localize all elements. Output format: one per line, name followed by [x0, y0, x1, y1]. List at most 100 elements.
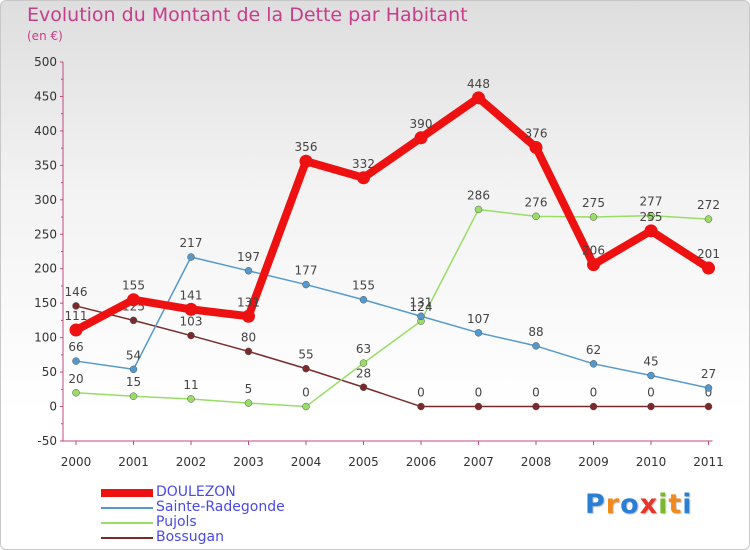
data-label: 0	[590, 386, 598, 400]
data-point	[532, 342, 540, 350]
data-point	[704, 384, 713, 392]
data-point	[299, 154, 313, 168]
x-tick-label: 2001	[118, 455, 149, 469]
legend-item: DOULEZON	[101, 485, 285, 500]
legend-label: DOULEZON	[156, 484, 236, 500]
legend-swatch	[101, 506, 153, 509]
data-label: 0	[705, 386, 713, 400]
data-label: 124	[410, 300, 433, 314]
data-label: 255	[640, 210, 663, 224]
data-point	[474, 329, 483, 337]
chart-unit-label: (en €)	[27, 29, 63, 43]
data-label: 131	[237, 295, 260, 309]
data-point	[474, 402, 483, 411]
data-point	[647, 371, 655, 380]
data-point	[702, 261, 715, 275]
data-label: 141	[180, 288, 203, 302]
data-label: 63	[356, 342, 371, 356]
data-point	[187, 395, 195, 403]
brand-logo: Proxiti	[585, 489, 693, 520]
data-label: 0	[647, 386, 655, 400]
data-label: 155	[352, 279, 375, 293]
data-label: 217	[180, 236, 203, 250]
data-point	[417, 312, 425, 321]
y-tick-label: 250	[34, 227, 57, 241]
brand-letter: i	[682, 489, 693, 520]
legend-swatch	[101, 536, 153, 539]
y-tick-label: 500	[34, 55, 57, 69]
data-label: 276	[525, 195, 548, 209]
y-tick-label: 400	[34, 124, 57, 138]
data-label: 55	[298, 348, 313, 362]
data-label: 28	[356, 366, 371, 380]
data-label: 146	[65, 285, 88, 299]
data-point	[244, 399, 253, 407]
data-point	[414, 131, 428, 145]
brand-letter: x	[639, 489, 659, 520]
x-tick-label: 2003	[233, 455, 264, 469]
data-label: 206	[582, 244, 605, 258]
data-label: 5	[245, 382, 253, 396]
y-tick-label: 200	[34, 262, 57, 276]
data-label: 131	[410, 295, 433, 309]
brand-letter: r	[605, 489, 621, 520]
data-label: 15	[126, 375, 141, 389]
x-tick-label: 2008	[521, 455, 552, 469]
data-label: 27	[701, 367, 716, 381]
series-line-pujols	[75, 208, 710, 408]
data-point	[302, 280, 310, 289]
legend-item: Bossugan	[101, 530, 285, 545]
data-label: 177	[295, 264, 318, 278]
data-label: 0	[532, 386, 540, 400]
x-tick-label: 2010	[636, 455, 667, 469]
y-tick-label: 100	[34, 331, 57, 345]
legend-item: Sainte-Radegonde	[101, 500, 285, 515]
legend-item: Pujols	[101, 515, 285, 530]
data-point	[187, 331, 195, 340]
data-label: 80	[241, 330, 256, 344]
data-label: 0	[417, 386, 425, 400]
data-label: 62	[586, 343, 601, 357]
series-line-bossugan	[75, 305, 710, 408]
brand-letter: P	[585, 489, 606, 520]
y-tick-label: 150	[34, 296, 57, 310]
legend-label: Bossugan	[156, 529, 224, 545]
data-point	[532, 212, 540, 221]
x-tick-label: 2009	[578, 455, 609, 469]
x-tick-label: 2006	[406, 455, 437, 469]
data-label: 376	[525, 126, 548, 140]
data-point	[129, 392, 138, 400]
data-point	[187, 253, 195, 261]
x-tick-label: 2005	[348, 455, 379, 469]
data-label: 275	[582, 196, 605, 210]
data-point	[529, 140, 543, 154]
data-label: 356	[295, 140, 318, 154]
data-label: 448	[467, 77, 490, 91]
data-point	[647, 402, 655, 411]
data-point	[359, 383, 368, 392]
data-point	[244, 347, 253, 356]
data-label: 390	[410, 117, 433, 131]
data-label: 107	[467, 312, 490, 326]
data-point	[357, 171, 370, 185]
series-line-sainte-radegonde	[75, 256, 710, 389]
data-label: 11	[183, 378, 198, 392]
chart-title: Evolution du Montant de la Dette par Hab…	[27, 4, 468, 26]
brand-letter: o	[620, 489, 640, 520]
legend-label: Sainte-Radegonde	[156, 499, 285, 515]
data-point	[589, 213, 598, 221]
data-label: 111	[65, 309, 88, 323]
data-label: 277	[640, 195, 663, 209]
legend-swatch	[101, 521, 153, 524]
data-label: 0	[475, 386, 483, 400]
x-tick-label: 2004	[291, 455, 322, 469]
data-label: 155	[122, 279, 145, 293]
y-tick-label: 350	[34, 158, 57, 172]
data-label: 54	[126, 348, 141, 362]
data-point	[184, 302, 198, 316]
y-tick-label: 0	[49, 400, 57, 414]
data-label: 88	[528, 325, 543, 339]
data-label: 201	[697, 247, 720, 261]
